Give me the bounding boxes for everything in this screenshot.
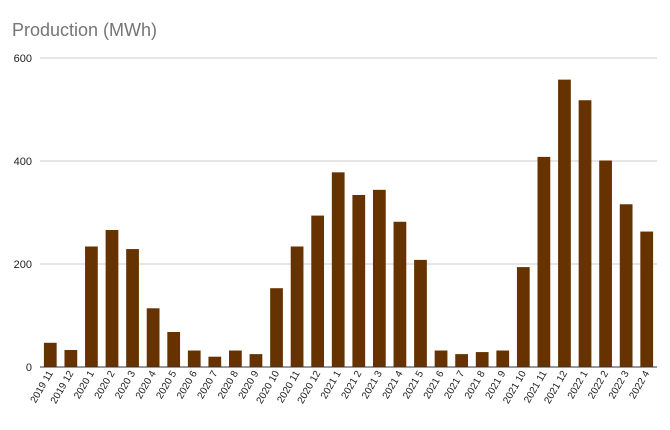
chart-title: Production (MWh) (12, 20, 157, 40)
gridlines (40, 57, 657, 265)
bar (352, 194, 366, 367)
bar (208, 356, 222, 367)
bar (64, 350, 78, 367)
bar (229, 350, 242, 367)
y-tick-label: 400 (14, 156, 32, 168)
bar (619, 204, 633, 367)
y-axis-ticks: 0 200 400 600 (14, 53, 32, 374)
bar (496, 350, 510, 367)
bar (331, 172, 345, 367)
bar (270, 288, 283, 367)
bar (105, 230, 119, 367)
y-tick-label: 600 (14, 53, 32, 65)
bar (516, 267, 530, 367)
bar (599, 160, 612, 367)
bar (578, 100, 592, 367)
bar (85, 246, 98, 367)
bar (187, 350, 201, 367)
bar (414, 259, 427, 367)
bar (146, 308, 160, 367)
bar (475, 352, 489, 367)
bar (537, 156, 551, 367)
bar (434, 350, 448, 367)
bar (290, 246, 304, 367)
bar (43, 342, 57, 367)
bar (640, 231, 654, 367)
x-tick-label: 2022 4 (627, 369, 652, 401)
y-tick-label: 200 (14, 259, 32, 271)
bar (455, 354, 468, 367)
bar (311, 215, 325, 367)
bar (167, 331, 181, 367)
bars (43, 79, 654, 367)
bar (249, 354, 263, 367)
bar (393, 221, 407, 367)
y-tick-label: 0 (26, 362, 32, 374)
bar (372, 189, 386, 367)
bar (558, 79, 571, 367)
bar (126, 249, 139, 367)
